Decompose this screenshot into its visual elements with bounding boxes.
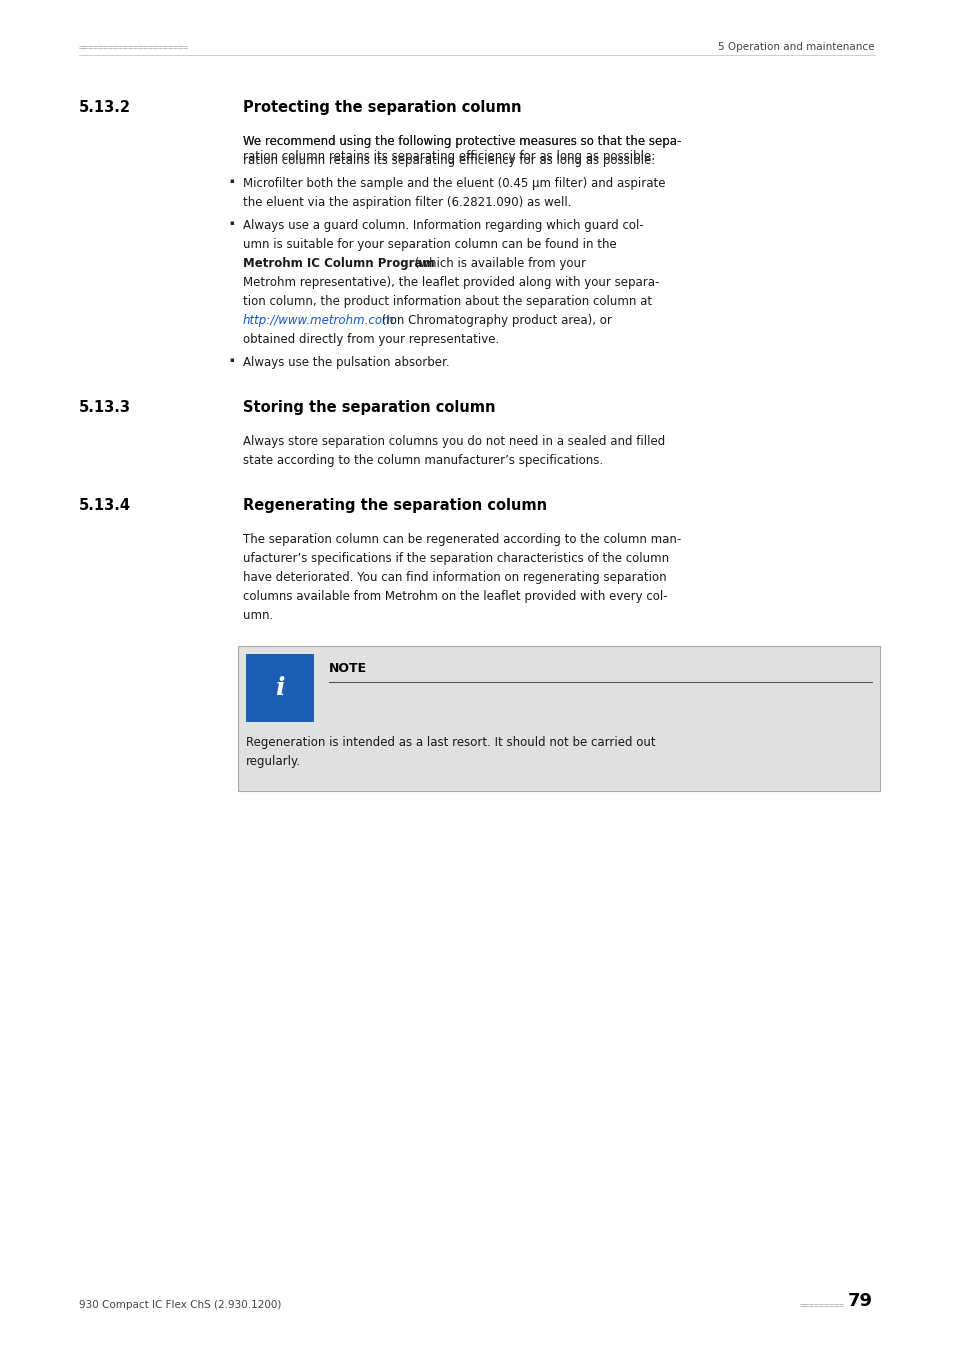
Text: ufacturer’s specifications if the separation characteristics of the column: ufacturer’s specifications if the separa… bbox=[243, 552, 668, 566]
Text: Always use the pulsation absorber.: Always use the pulsation absorber. bbox=[243, 356, 449, 369]
Text: We recommend using the following protective measures so that the sepa-: We recommend using the following protect… bbox=[243, 135, 680, 148]
Text: i: i bbox=[275, 676, 284, 701]
Text: Always store separation columns you do not need in a sealed and filled: Always store separation columns you do n… bbox=[243, 435, 664, 448]
Text: Always use a guard column. Information regarding which guard col-: Always use a guard column. Information r… bbox=[243, 219, 643, 232]
Bar bbox=[237, 647, 879, 791]
Text: Metrohm IC Column Program: Metrohm IC Column Program bbox=[243, 256, 435, 270]
Text: regularly.: regularly. bbox=[246, 755, 301, 768]
Text: ▪: ▪ bbox=[229, 220, 233, 225]
Text: 79: 79 bbox=[847, 1292, 872, 1310]
Text: umn.: umn. bbox=[243, 609, 273, 622]
Text: Regenerating the separation column: Regenerating the separation column bbox=[243, 498, 547, 513]
Text: columns available from Metrohm on the leaflet provided with every col-: columns available from Metrohm on the le… bbox=[243, 590, 667, 603]
Text: tion column, the product information about the separation column at: tion column, the product information abo… bbox=[243, 296, 652, 308]
Text: NOTE: NOTE bbox=[329, 662, 367, 675]
Text: the eluent via the aspiration filter (6.2821.090) as well.: the eluent via the aspiration filter (6.… bbox=[243, 196, 571, 209]
Text: =========: ========= bbox=[800, 1301, 844, 1309]
Text: ration column retains its separating efficiency for as long as possible:: ration column retains its separating eff… bbox=[243, 154, 655, 167]
Text: Regeneration is intended as a last resort. It should not be carried out: Regeneration is intended as a last resor… bbox=[246, 736, 655, 749]
Text: 5 Operation and maintenance: 5 Operation and maintenance bbox=[718, 42, 874, 53]
Text: obtained directly from your representative.: obtained directly from your representati… bbox=[243, 333, 498, 346]
Text: 5.13.3: 5.13.3 bbox=[79, 400, 131, 414]
Text: 930 Compact IC Flex ChS (2.930.1200): 930 Compact IC Flex ChS (2.930.1200) bbox=[79, 1300, 281, 1310]
Text: ======================: ====================== bbox=[79, 43, 189, 53]
Text: (Ion Chromatography product area), or: (Ion Chromatography product area), or bbox=[377, 315, 611, 327]
Text: have deteriorated. You can find information on regenerating separation: have deteriorated. You can find informat… bbox=[243, 571, 666, 585]
Text: (which is available from your: (which is available from your bbox=[411, 256, 585, 270]
Text: Microfilter both the sample and the eluent (0.45 μm filter) and aspirate: Microfilter both the sample and the elue… bbox=[243, 177, 665, 190]
Bar bbox=[246, 653, 314, 722]
Text: umn is suitable for your separation column can be found in the: umn is suitable for your separation colu… bbox=[243, 238, 616, 251]
Text: The separation column can be regenerated according to the column man-: The separation column can be regenerated… bbox=[243, 533, 680, 545]
Text: ▪: ▪ bbox=[229, 178, 233, 184]
Text: Protecting the separation column: Protecting the separation column bbox=[243, 100, 521, 115]
Text: Metrohm representative), the leaflet provided along with your separa-: Metrohm representative), the leaflet pro… bbox=[243, 275, 659, 289]
Text: http://www.metrohm.com: http://www.metrohm.com bbox=[243, 315, 395, 327]
Text: Storing the separation column: Storing the separation column bbox=[243, 400, 495, 414]
Text: We recommend using the following protective measures so that the sepa-
ration co: We recommend using the following protect… bbox=[243, 135, 680, 163]
Text: 5.13.2: 5.13.2 bbox=[79, 100, 131, 115]
Text: state according to the column manufacturer’s specifications.: state according to the column manufactur… bbox=[243, 454, 602, 467]
Text: ▪: ▪ bbox=[229, 356, 233, 363]
Text: 5.13.4: 5.13.4 bbox=[79, 498, 131, 513]
